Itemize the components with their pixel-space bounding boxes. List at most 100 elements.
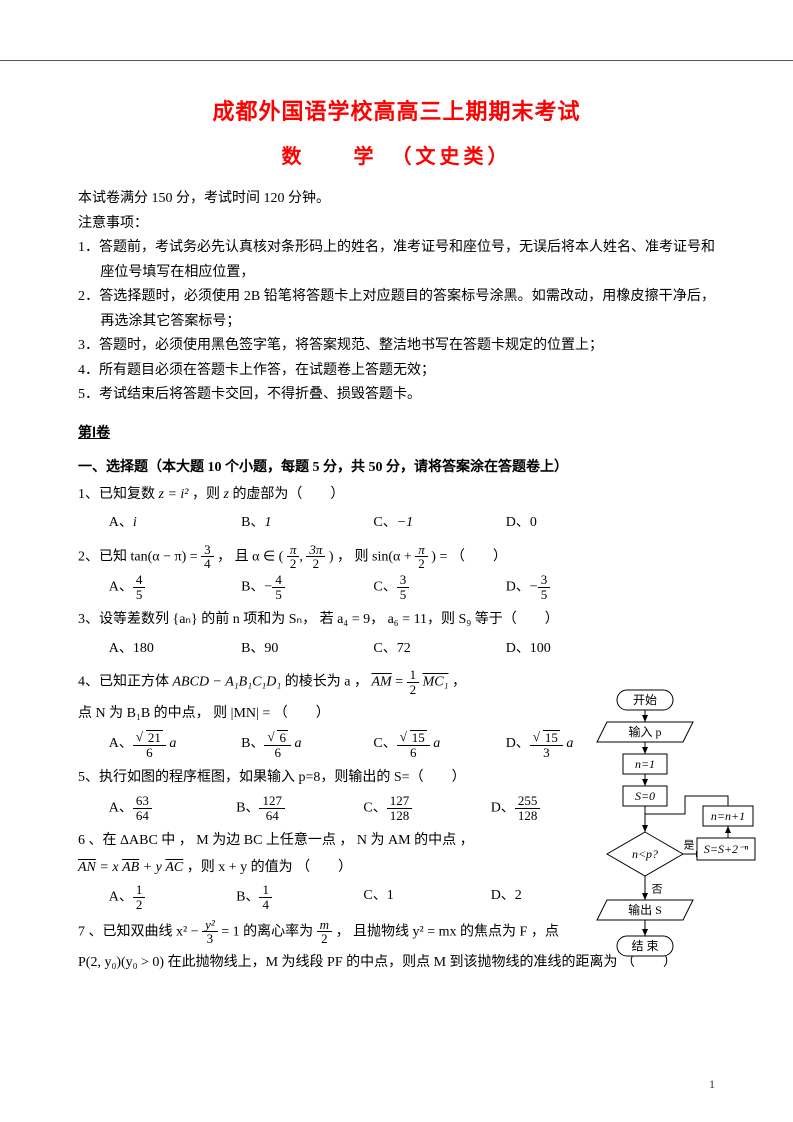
q5-D-label: D、 [491,800,515,815]
q4-l1a: 4、已知正方体 [78,675,173,690]
q2-frac-pi2: π2 [287,543,300,571]
q2-D-label: D、− [506,579,538,594]
top-rule [0,60,793,61]
q6-A-label: A、 [109,890,133,905]
q4-half: 12 [407,668,420,696]
q5-B-label: B、 [236,800,259,815]
q4-l1b: 的棱长为 a ， [285,675,368,690]
q2-D-val: 35 [538,573,551,601]
q2-A-label: A、 [109,579,133,594]
q1-stem-b: ，则 [192,487,224,502]
instruction-1: 1．答题前，考试务必先认真核对条形码上的姓名，准考证号和座位号，无误后将本人姓名… [78,236,715,285]
q5-A-label: A、 [109,800,133,815]
q4-D-label: D、 [506,737,530,752]
q4-A-label: A、 [109,737,133,752]
section-1-heading: 一、选择题（本大题 10 个小题，每题 5 分，共 50 分，请将答案涂在答题卷… [78,456,715,476]
q1-z: z [223,487,228,502]
svg-text:否: 否 [652,884,663,896]
q3-B: B、90 [241,636,373,663]
q2-C-val: 35 [397,573,410,601]
q2-options: A、45 B、−45 C、35 D、−35 [78,573,638,601]
q4-D-val: 153 [530,729,563,759]
q4-C-label: C、 [373,737,396,752]
q1-D-val: 0 [530,515,537,530]
flowchart-svg: 开始 输入 p n=1 S=0 n<p? 是 n=n+1 S=S+2⁻ⁿ 否 输… [585,688,755,1018]
svg-text:是: 是 [684,839,695,852]
instruction-4: 4．所有题目必须在答题卡上作答，在试题卷上答题无效； [78,359,715,384]
q1-stem-a: 1、已知复数 [78,487,159,502]
part-1-heading: 第Ⅰ卷 [78,422,715,442]
instruction-3: 3．答题时，必须使用黑色签字笔，将答案规范、整洁地书写在答题卡规定的位置上； [78,334,715,359]
q2-stem-d: ) = （ ） [431,549,507,564]
svg-text:S=S+2⁻ⁿ: S=S+2⁻ⁿ [704,842,749,856]
q5-options: A、6364 B、12764 C、127128 D、255128 [78,794,618,822]
q3-D: D、100 [506,636,638,663]
q2-stem-a: 2、已知 tan(α − π) = [78,549,201,564]
q6-options: A、12 B、14 C、1 D、2 [78,883,618,911]
q6-l2: AN = x AB + y AC ，则 x + y 的值为 （ ） [78,855,618,882]
q2-B-label: B、− [241,579,272,594]
q7-m2: m2 [317,918,332,946]
q7-l1c: ， 且抛物线 y² = mx 的焦点为 F ，点 [336,924,559,939]
q3-options: A、180 B、90 C、72 D、100 [78,636,638,663]
preface-score: 本试卷满分 150 分，考试时间 120 分钟。 [78,187,715,212]
q6-AN: AN [78,860,96,875]
q2-frac-3pi2: 3π2 [306,543,325,571]
q1-C-val: −1 [397,515,413,530]
q6-B-label: B、 [236,890,259,905]
q3-stem: 3、设等差数列 {aₙ} 的前 n 项和为 Sₙ， 若 a₄ = 9， a₆ =… [78,612,559,627]
q2-frac-34: 34 [201,543,214,571]
q6-eq: = x [99,860,118,875]
q4-B-val: 66 [264,729,291,759]
q1-A-label: A、 [109,515,133,530]
q1-B-label: B、 [241,515,264,530]
q4-AM: AM [372,675,392,690]
svg-text:输入 p: 输入 p [628,724,661,739]
question-2: 2、已知 tan(α − π) = 34 ， 且 α ∈ ( π2, 3π2 )… [78,543,638,602]
q4-options: A、216 a B、66 a C、156 a D、153 a [78,729,638,759]
q4-C-val: 156 [397,729,430,759]
question-5: 5、执行如图的程序框图，如果输入 p=8，则输出的 S=（ ） A、6364 B… [78,765,618,822]
q4-MC1: MC₁ [423,675,449,690]
q6-AC: AC [165,860,183,875]
q4-l2: 点 N 为 B₁B 的中点， 则 |MN| = （ ） [78,701,638,728]
svg-text:开始: 开始 [633,693,657,707]
q1-B-val: 1 [264,515,271,530]
q3-C: C、72 [373,636,505,663]
question-1: 1、已知复数 z = i² ，则 z 的虚部为（ ） A、i B、1 C、−1 … [78,482,638,537]
q1-C-label: C、 [373,515,396,530]
q5-B-val: 12764 [259,794,285,822]
preface-note: 注意事项： [78,212,715,237]
q1-expr: z = i² [159,487,189,502]
flowchart: 开始 输入 p n=1 S=0 n<p? 是 n=n+1 S=S+2⁻ⁿ 否 输… [585,688,745,1022]
q1-A-val: i [133,515,137,530]
title-sub: 数 学 （文史类） [78,140,715,169]
q7-l1b: = 1 的离心率为 [221,924,316,939]
q6-A-val: 12 [133,883,146,911]
q2-A-val: 45 [133,573,146,601]
svg-text:S=0: S=0 [635,789,655,803]
q2-frac-pi2b: π2 [415,543,428,571]
q4-D-a: a [563,737,574,752]
q2-stem-c: ) ， 则 sin(α + [329,549,415,564]
q5-D-val: 255128 [515,794,541,822]
q6-B-val: 14 [259,883,272,911]
q3-A: A、180 [109,636,241,663]
instruction-5: 5．考试结束后将答题卡交回，不得折叠、损毁答题卡。 [78,383,715,408]
q5-A-val: 6364 [133,794,152,822]
q6-tail: ，则 x + y 的值为 （ ） [187,860,352,875]
page-number: 1 [709,1077,715,1092]
q4-C-a: a [430,737,441,752]
q1-stem-c: 的虚部为（ ） [232,487,344,502]
q4-cube: ABCD − A₁B₁C₁D₁ [173,675,282,690]
q1-options: A、i B、1 C、−1 D、0 [78,510,638,537]
q4-B-label: B、 [241,737,264,752]
svg-text:n=n+1: n=n+1 [711,809,745,823]
q4-A-val: 216 [133,729,166,759]
q7-l1a: 7 、已知双曲线 x² − [78,924,202,939]
q7-y23: y²3 [202,918,218,946]
svg-text:n=1: n=1 [635,757,655,771]
q2-B-val: 45 [272,573,285,601]
q6-AB: AB [122,860,139,875]
q6-C: C、1 [363,883,490,911]
